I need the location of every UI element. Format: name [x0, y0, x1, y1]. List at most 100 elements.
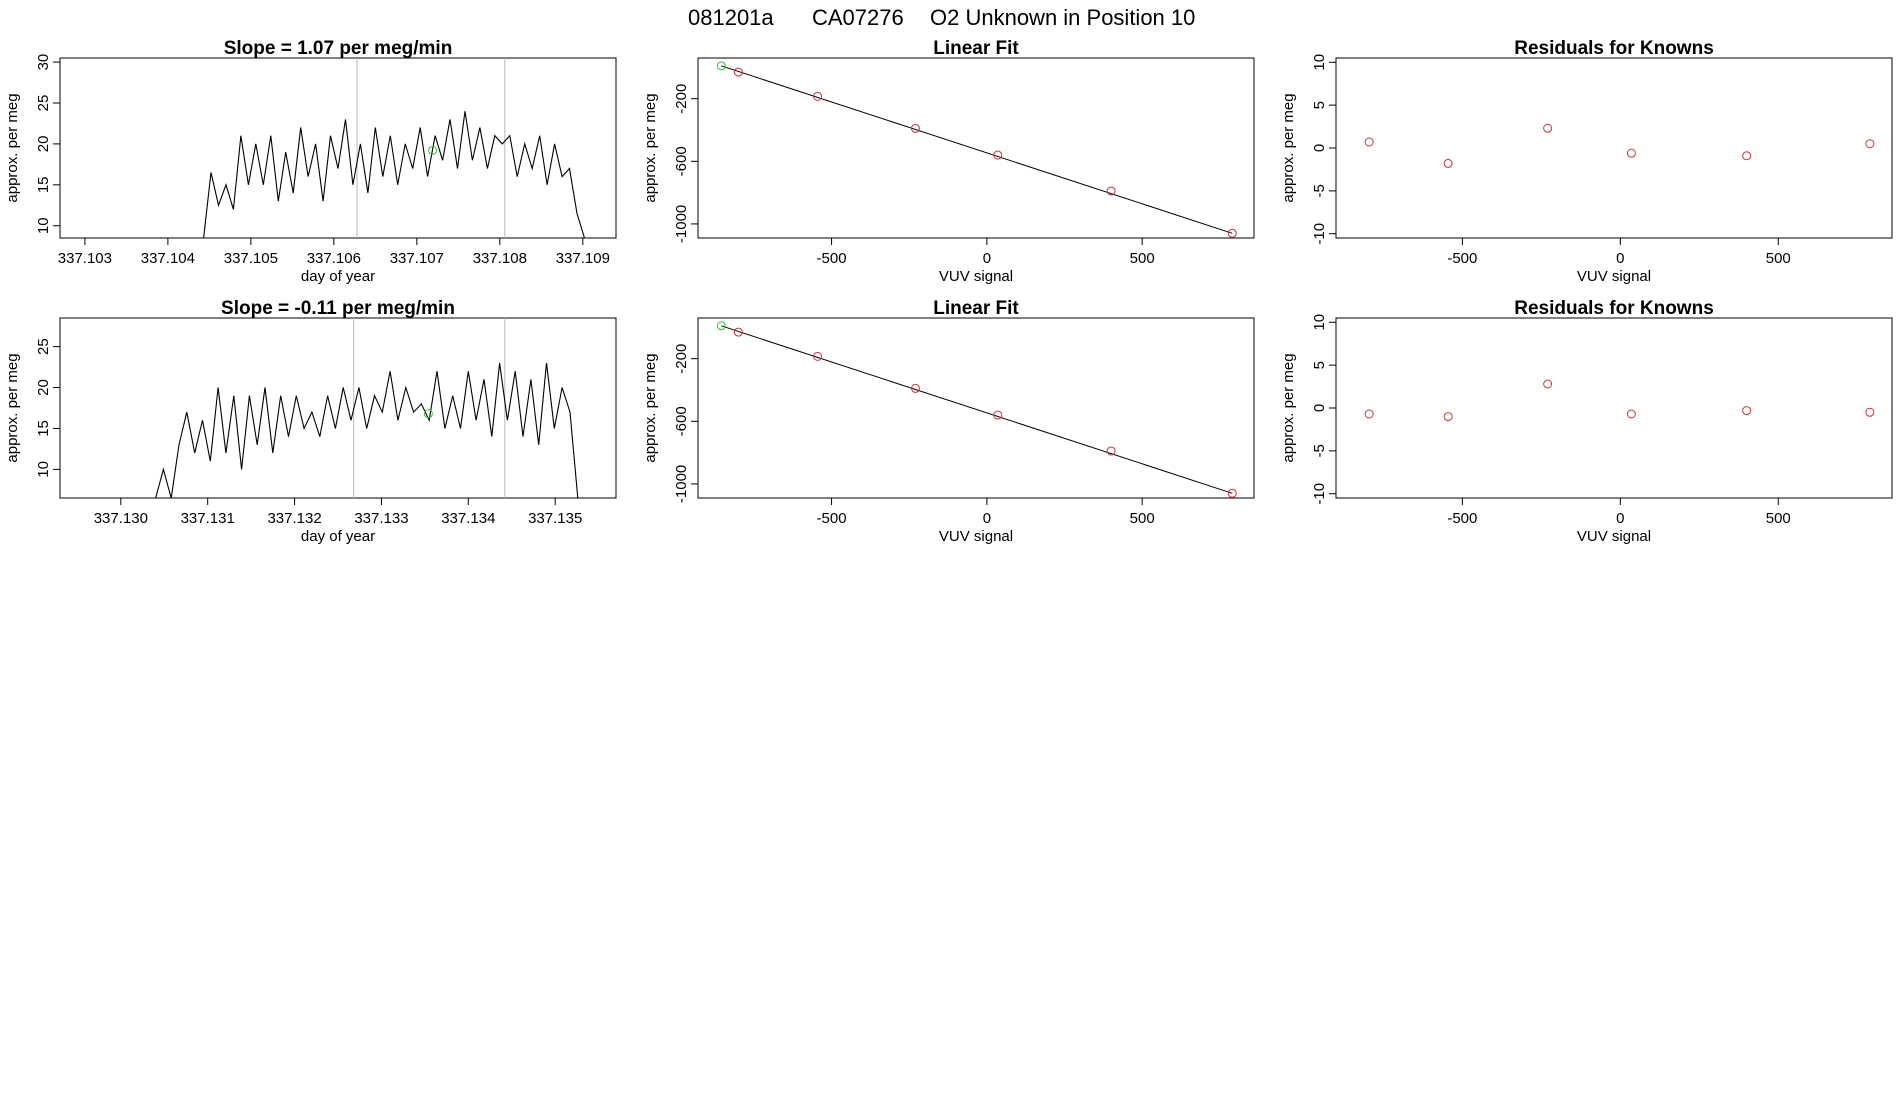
x-tick-label: -500	[817, 250, 847, 267]
x-tick-label: -500	[1447, 250, 1477, 267]
chart-panels: Slope = 1.07 per meg/min 337.103 337.104 33…	[4, 38, 1893, 545]
known-point	[1742, 151, 1752, 161]
unknown-point	[716, 61, 726, 71]
x-tick-label: 337.135	[528, 510, 582, 527]
x-axis-label: VUV signal	[939, 528, 1013, 545]
chart-title: Residuals for Knowns	[1514, 298, 1714, 319]
x-tick-label: 0	[983, 250, 991, 267]
y-axis-label: approx. per meg	[1280, 353, 1297, 462]
description-label: O2 Unknown in Position 10	[930, 5, 1195, 30]
y-axis-label: approx. per meg	[4, 93, 21, 202]
y-tick-label: 10	[1311, 314, 1328, 331]
tank-id-label: CA07276	[812, 5, 904, 30]
panel-3: Residuals for Knowns -500 0 500 -10 -5 0 5 10 VUV…	[1280, 38, 1893, 285]
known-point	[1106, 446, 1116, 456]
y-tick-label: 15	[35, 420, 52, 437]
x-axis-label: day of year	[301, 528, 375, 545]
y-axis-label: approx. per meg	[642, 353, 659, 462]
y-tick-label: -200	[673, 344, 690, 374]
plot-area	[716, 321, 1237, 498]
chart-title: Slope = -0.11 per meg/min	[221, 298, 455, 319]
y-axis-label: approx. per meg	[642, 93, 659, 202]
x-tick-label: 337.106	[307, 250, 361, 267]
plot-frame	[1335, 57, 1893, 239]
x-tick-label: 337.105	[224, 250, 278, 267]
known-point	[993, 150, 1003, 160]
unknown-mean-marker	[423, 409, 433, 419]
plot-area	[716, 61, 1237, 238]
super-title: 081201a CA07276 O2 Unknown in Position 1…	[688, 5, 1195, 30]
y-tick-label: 10	[35, 217, 52, 234]
y-tick-label: -5	[1311, 444, 1328, 457]
y-axis-label: approx. per meg	[4, 353, 21, 462]
plot-area	[1364, 123, 1875, 168]
fit-line	[721, 65, 1233, 234]
unknown-mean-marker	[428, 145, 438, 155]
x-tick-label: 500	[1130, 510, 1155, 527]
chart-title: Slope = 1.07 per meg/min	[224, 38, 453, 59]
x-axis-label: VUV signal	[1577, 268, 1651, 285]
x-tick-label: 500	[1130, 250, 1155, 267]
y-axis-label: approx. per meg	[1280, 93, 1297, 202]
panel-1: Slope = 1.07 per meg/min 337.103 337.104 33…	[4, 38, 617, 285]
y-tick-label: 25	[35, 338, 52, 355]
known-point	[1626, 148, 1636, 158]
known-point	[1227, 228, 1237, 238]
plot-frame	[697, 57, 1255, 239]
known-point	[1443, 412, 1453, 422]
y-tick-label: 20	[35, 379, 52, 396]
series-line	[155, 362, 579, 498]
x-tick-label: -500	[817, 510, 847, 527]
x-tick-label: 337.103	[58, 250, 112, 267]
y-tick-label: -10	[1311, 483, 1328, 505]
x-axis-label: VUV signal	[939, 268, 1013, 285]
y-tick-label: 10	[1311, 54, 1328, 71]
x-tick-label: 337.131	[181, 510, 235, 527]
panel-6: Residuals for Knowns -500 0 500 -10 -5 0 5 10 VUV…	[1280, 298, 1893, 545]
chart-title: Residuals for Knowns	[1514, 38, 1714, 59]
known-point	[1742, 406, 1752, 416]
y-tick-label: 20	[35, 136, 52, 153]
y-tick-label: 25	[35, 95, 52, 112]
x-tick-label: 0	[1616, 510, 1624, 527]
y-tick-label: -5	[1311, 184, 1328, 197]
x-tick-label: 0	[1616, 250, 1624, 267]
known-point	[1227, 488, 1237, 498]
x-axis-label: VUV signal	[1577, 528, 1651, 545]
plot-frame	[697, 317, 1255, 499]
known-point	[993, 410, 1003, 420]
y-tick-label: 5	[1311, 361, 1328, 369]
x-tick-label: 500	[1766, 510, 1791, 527]
known-point	[733, 67, 743, 77]
chart-title: Linear Fit	[933, 298, 1019, 319]
y-tick-label: -10	[1311, 223, 1328, 245]
known-point	[910, 123, 920, 133]
panel-5: Linear Fit -500 0 500 -200 -600 -1000 VUV signa…	[642, 298, 1255, 545]
y-tick-label: -200	[673, 84, 690, 114]
x-axis-label: day of year	[301, 268, 375, 285]
fit-line	[721, 325, 1233, 494]
y-tick-label: -1000	[673, 205, 690, 243]
x-tick-label: 337.132	[267, 510, 321, 527]
y-tick-label: 5	[1311, 101, 1328, 109]
known-point	[910, 383, 920, 393]
known-point	[813, 91, 823, 101]
panel-2: Linear Fit -500 0 500 -200 -600 -1000 VUV signa…	[642, 38, 1255, 285]
chart-title: Linear Fit	[933, 38, 1019, 59]
known-point	[1443, 158, 1453, 168]
x-tick-label: 337.109	[556, 250, 610, 267]
plot-frame	[59, 317, 617, 499]
plot-frame	[1335, 317, 1893, 499]
known-point	[1364, 137, 1374, 147]
run-id-label: 081201a	[688, 5, 774, 30]
y-tick-label: -1000	[673, 465, 690, 503]
x-tick-label: 337.133	[354, 510, 408, 527]
x-tick-label: 337.104	[141, 250, 195, 267]
y-tick-label: 0	[1311, 404, 1328, 412]
known-point	[1543, 123, 1553, 133]
x-tick-label: 337.107	[390, 250, 444, 267]
known-point	[1364, 409, 1374, 419]
plot-area	[1364, 379, 1875, 422]
x-tick-label: -500	[1447, 510, 1477, 527]
panel-4: Slope = -0.11 per meg/min 337.130 337.131 3…	[4, 298, 617, 545]
